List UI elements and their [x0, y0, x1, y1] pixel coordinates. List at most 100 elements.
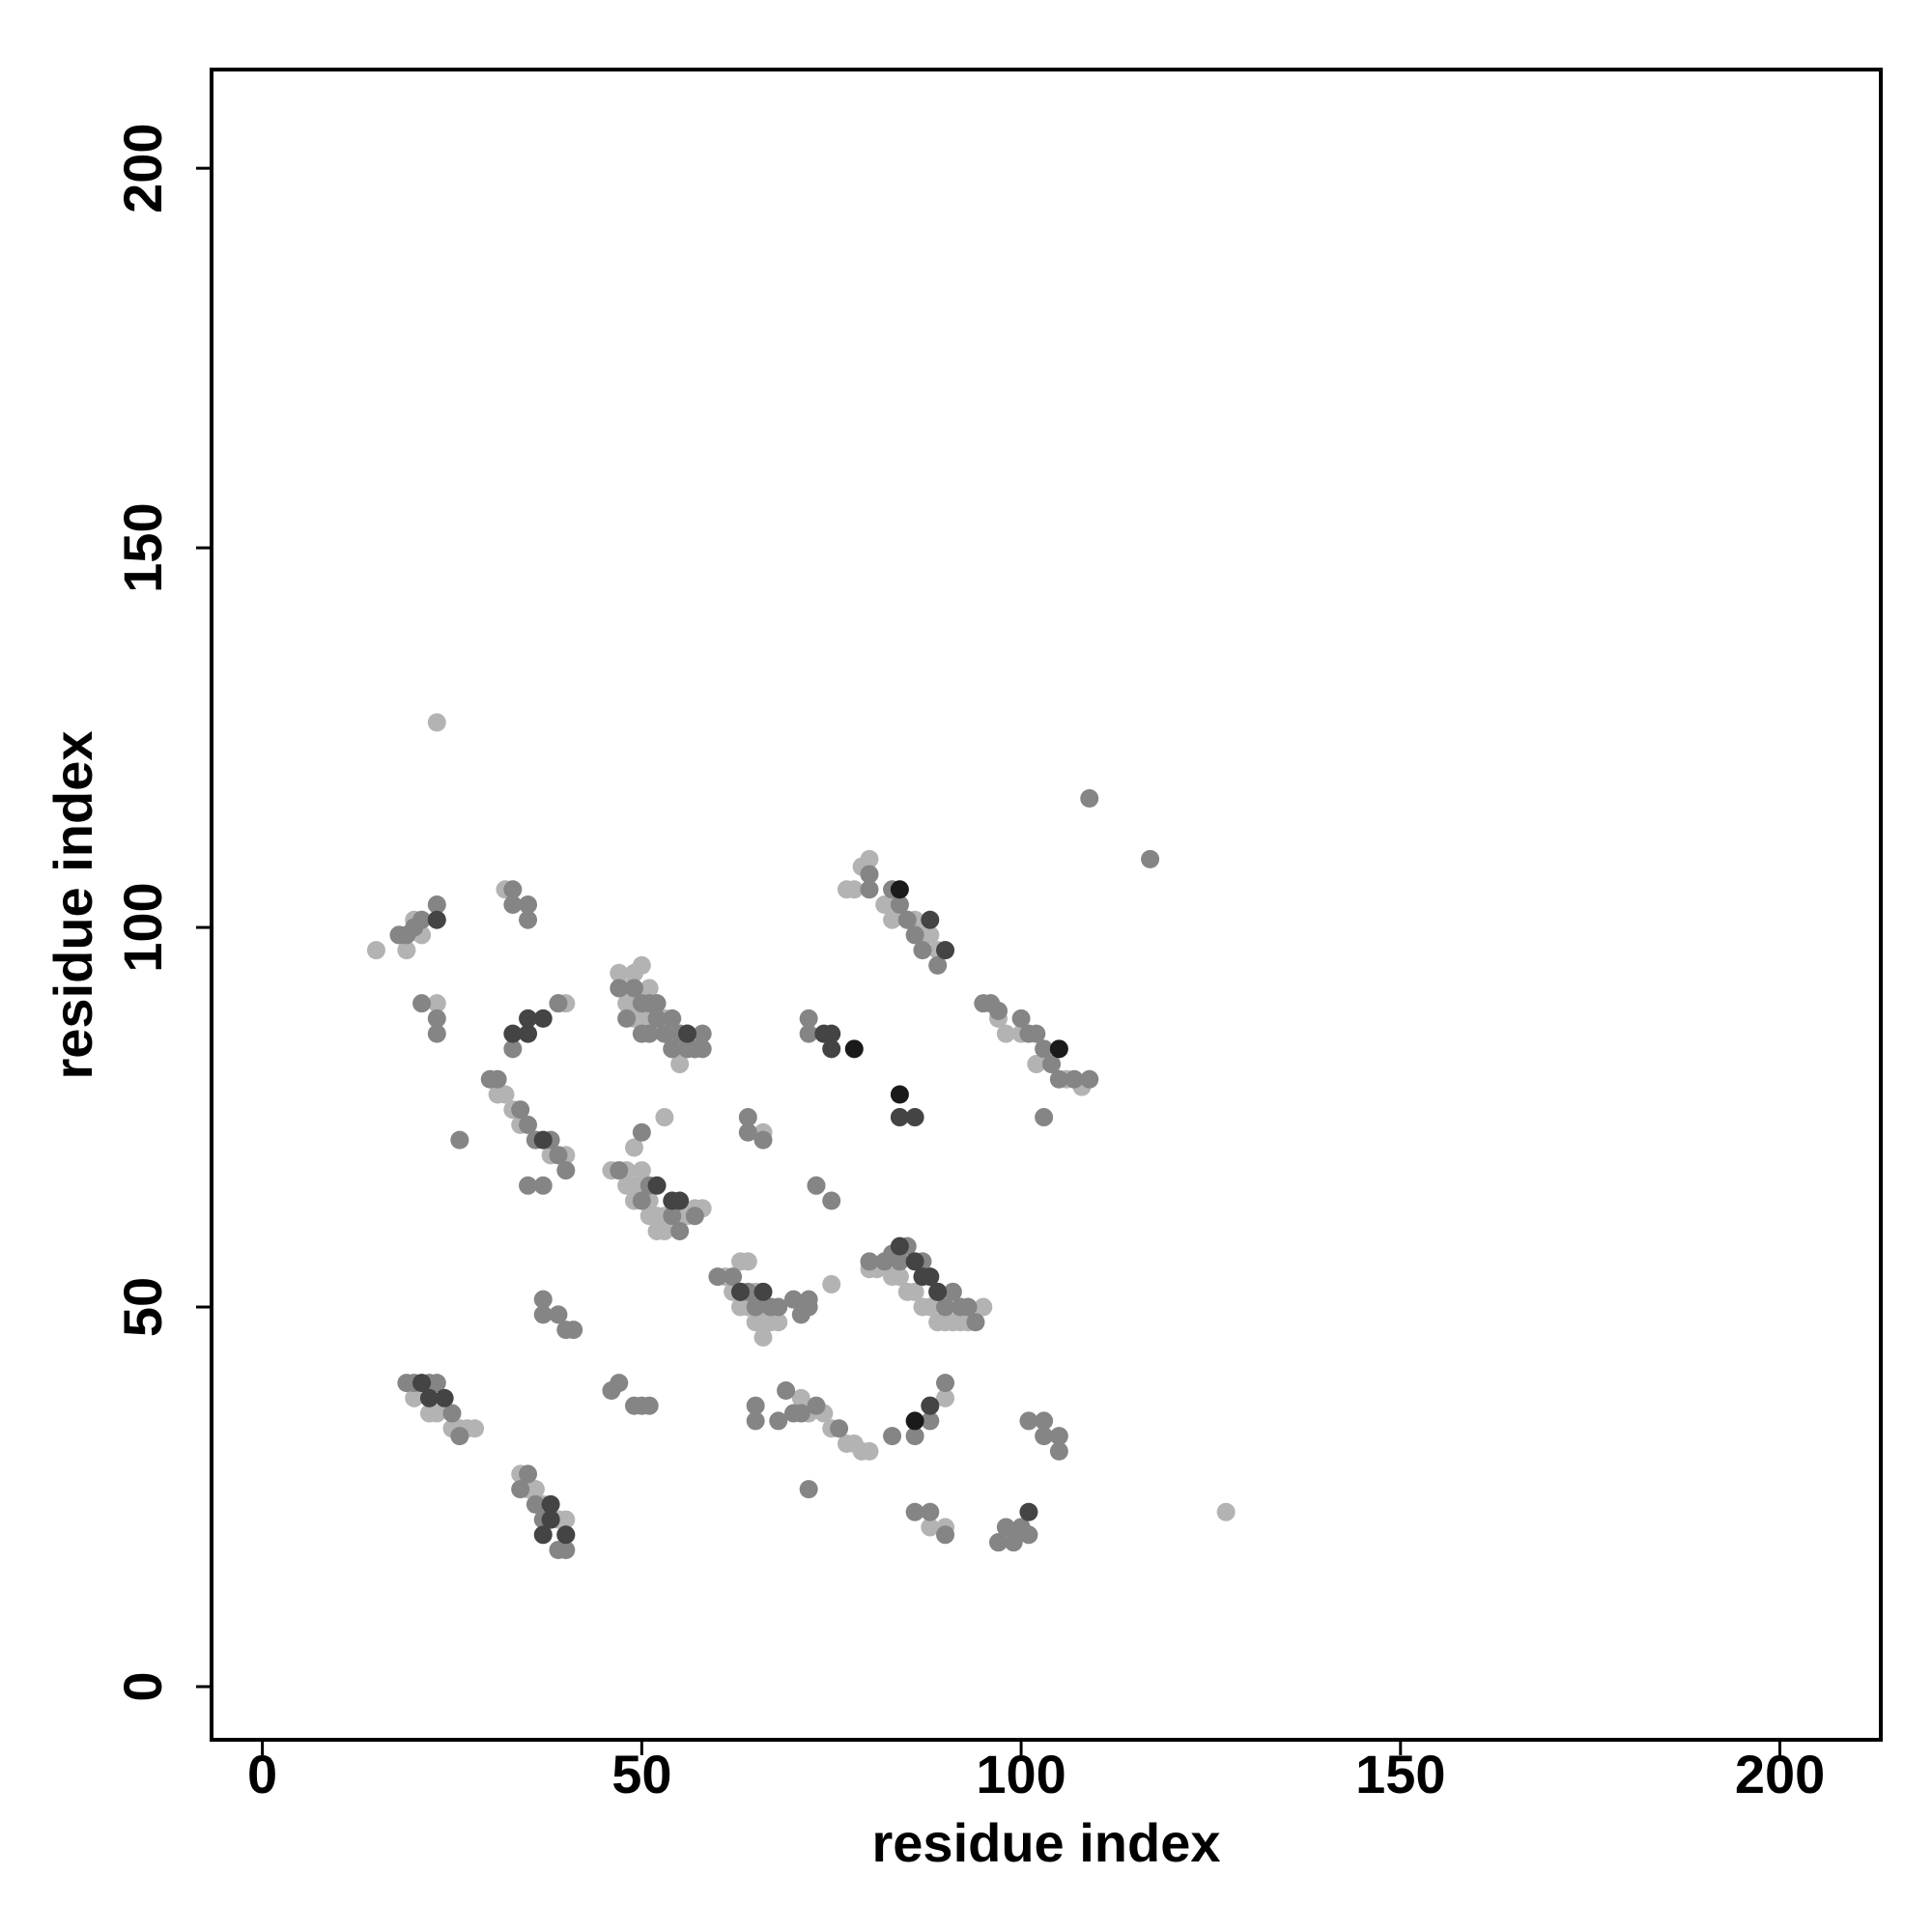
point	[602, 1380, 621, 1400]
point	[397, 941, 416, 960]
point	[624, 979, 643, 998]
point	[1049, 1039, 1068, 1059]
point	[503, 1039, 523, 1059]
point	[526, 1494, 545, 1514]
point	[639, 1024, 659, 1043]
point	[860, 880, 879, 899]
point	[519, 1009, 538, 1028]
point	[519, 1176, 538, 1195]
point	[769, 1411, 788, 1431]
point	[427, 1404, 446, 1423]
point	[921, 925, 940, 945]
x-axis-label: residue index	[871, 1812, 1220, 1873]
x-tick-label: 100	[976, 1744, 1065, 1804]
point	[708, 1267, 727, 1287]
point	[1141, 849, 1160, 868]
point	[1049, 1441, 1068, 1461]
point	[663, 1207, 682, 1226]
point	[890, 895, 909, 914]
point	[419, 1388, 439, 1407]
point	[533, 1290, 553, 1309]
point	[1011, 1009, 1031, 1028]
point	[921, 910, 940, 929]
point	[610, 979, 629, 998]
point	[427, 1009, 446, 1028]
point	[632, 1161, 651, 1180]
point	[738, 1108, 757, 1127]
point	[1080, 788, 1099, 808]
point	[533, 1009, 553, 1028]
y-axis-label: residue index	[43, 730, 103, 1079]
point	[724, 1267, 743, 1287]
point	[936, 1525, 955, 1545]
point	[989, 1533, 1009, 1552]
point	[503, 895, 523, 914]
point	[799, 1024, 818, 1043]
point	[617, 1009, 637, 1028]
point	[466, 1419, 485, 1438]
point	[928, 1282, 948, 1301]
point	[890, 880, 909, 899]
y-tick-label: 200	[112, 123, 173, 213]
point	[541, 1494, 560, 1514]
point	[799, 1480, 818, 1499]
point	[905, 1427, 924, 1446]
point	[799, 1297, 818, 1317]
x-tick-label: 150	[1355, 1744, 1445, 1804]
point	[427, 713, 446, 732]
point	[412, 994, 432, 1013]
y-tick-label: 100	[112, 882, 173, 972]
point	[655, 1221, 674, 1240]
point	[533, 1130, 553, 1150]
point	[860, 1252, 879, 1271]
point	[890, 1236, 909, 1256]
point	[450, 1130, 469, 1150]
point	[807, 1396, 826, 1415]
point	[905, 1282, 924, 1301]
point	[875, 895, 895, 914]
point	[958, 1297, 978, 1317]
point	[890, 1267, 909, 1287]
point	[860, 865, 879, 884]
point	[1019, 1411, 1038, 1431]
point	[549, 1305, 568, 1324]
point	[503, 880, 523, 899]
point	[753, 1327, 773, 1347]
point	[663, 1009, 682, 1028]
point	[405, 1388, 424, 1407]
y-tick-label: 150	[112, 502, 173, 592]
point	[936, 1374, 955, 1393]
point	[844, 1039, 864, 1059]
point	[936, 941, 955, 960]
point	[632, 1122, 651, 1142]
point	[1041, 1055, 1061, 1074]
point	[890, 1252, 909, 1271]
point	[822, 1274, 841, 1293]
point	[753, 1282, 773, 1301]
point	[1065, 1069, 1084, 1089]
point	[996, 1024, 1015, 1043]
point	[427, 1374, 446, 1393]
point	[427, 994, 446, 1013]
point	[511, 1100, 530, 1120]
point	[450, 1427, 469, 1446]
point	[905, 1108, 924, 1127]
point	[685, 1207, 704, 1226]
point	[670, 1055, 690, 1074]
point	[913, 941, 932, 960]
point	[822, 1024, 841, 1043]
point	[511, 1480, 530, 1499]
point	[1019, 1502, 1038, 1521]
point	[830, 1419, 849, 1438]
point	[807, 1176, 826, 1195]
point	[913, 1267, 932, 1287]
point	[753, 1313, 773, 1332]
point	[655, 1024, 674, 1043]
point	[556, 1161, 576, 1180]
point	[1011, 1518, 1031, 1537]
point	[624, 1138, 643, 1157]
point	[556, 1541, 576, 1560]
point	[996, 1518, 1015, 1537]
point	[1035, 1108, 1054, 1127]
